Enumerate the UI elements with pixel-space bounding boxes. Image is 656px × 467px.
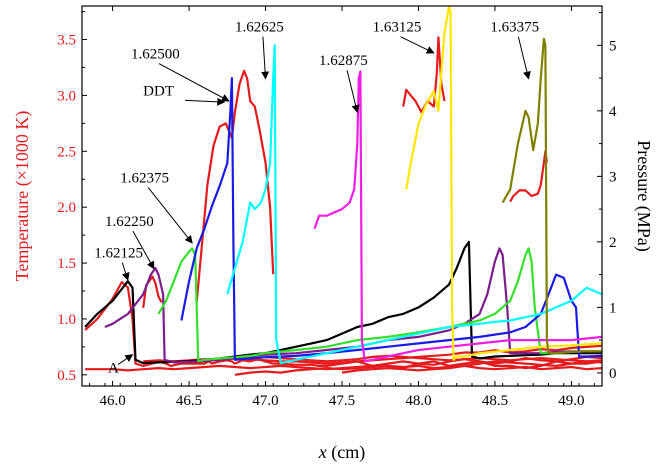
annotation-arrow-2 bbox=[147, 187, 193, 244]
series-line-13 bbox=[157, 247, 602, 363]
x-tick-label-6: 49.0 bbox=[558, 393, 584, 409]
series-line-17 bbox=[405, 6, 602, 361]
annotation-label-2: 1.62375 bbox=[120, 171, 169, 187]
y-right-tick-label-4: 4 bbox=[609, 104, 617, 120]
series-line-7 bbox=[142, 275, 163, 308]
series-line-18 bbox=[501, 37, 602, 355]
series-line-16 bbox=[313, 70, 602, 363]
annotation-arrow-1 bbox=[132, 230, 155, 270]
x-tick-label-2: 47.0 bbox=[252, 393, 278, 409]
series-line-5 bbox=[265, 354, 602, 364]
x-tick-label-1: 46.5 bbox=[176, 393, 202, 409]
x-axis-title: x (cm) bbox=[318, 442, 365, 463]
annotation-arrow-0 bbox=[121, 262, 130, 281]
x-axis-unit: (cm) bbox=[327, 442, 365, 463]
annotation-label-8: DDT bbox=[143, 83, 174, 99]
series-line-4 bbox=[234, 364, 602, 376]
annotation-label-3: 1.62500 bbox=[131, 47, 180, 63]
annotation-arrow-9 bbox=[117, 354, 134, 366]
annotation-arrow-7 bbox=[517, 36, 531, 80]
series-line-12 bbox=[104, 247, 602, 364]
series-layer bbox=[84, 6, 602, 376]
series-line-8 bbox=[195, 69, 275, 303]
annotation-label-0: 1.62125 bbox=[94, 245, 143, 261]
annotation-label-1: 1.62250 bbox=[105, 214, 154, 230]
annotation-label-5: 1.62875 bbox=[319, 53, 368, 69]
y-right-tick-label-1: 1 bbox=[609, 300, 617, 316]
y-left-tick-label-0: 0.5 bbox=[57, 368, 76, 384]
annotation-arrow-4 bbox=[261, 36, 270, 80]
x-tick-label-5: 48.5 bbox=[482, 393, 508, 409]
y-left-tick-label-1: 1.0 bbox=[57, 312, 76, 328]
x-tick-label-0: 46.0 bbox=[99, 393, 125, 409]
y-right-tick-label-2: 2 bbox=[609, 235, 617, 251]
annotations-layer: 1.62125 1.62250 1.62375 1.62500 1.62625 1.628… bbox=[94, 20, 539, 377]
series-line-10 bbox=[509, 150, 548, 203]
y-left-tick-label-5: 3.0 bbox=[57, 88, 76, 104]
annotation-label-6: 1.63125 bbox=[373, 20, 422, 36]
annotation-arrow-3 bbox=[158, 63, 230, 102]
y-right-tick-label-0: 0 bbox=[609, 366, 617, 382]
ticks-layer: 46.0 46.5 47.0 47.5 48.0 48.5 49.0 0.5 1.0 1.5 2.0… bbox=[57, 6, 617, 409]
y-right-tick-label-3: 3 bbox=[609, 169, 617, 185]
series-line-11 bbox=[84, 240, 602, 365]
x-tick-label-4: 48.0 bbox=[405, 393, 431, 409]
annotation-label-9: A bbox=[108, 361, 119, 377]
annotation-arrow-6 bbox=[400, 36, 435, 54]
right-axis-title: Pressure (MPa) bbox=[633, 140, 654, 251]
x-axis-variable: x bbox=[318, 442, 327, 462]
series-line-14 bbox=[180, 77, 602, 361]
y-left-tick-label-3: 2.0 bbox=[57, 200, 76, 216]
x-tick-label-3: 47.5 bbox=[329, 393, 355, 409]
annotation-label-4: 1.62625 bbox=[235, 20, 284, 36]
series-line-6 bbox=[341, 359, 602, 374]
y-left-tick-label-4: 2.5 bbox=[57, 144, 76, 160]
y-left-tick-label-2: 1.5 bbox=[57, 256, 76, 272]
y-left-tick-label-6: 3.5 bbox=[57, 33, 76, 49]
series-line-15 bbox=[226, 44, 602, 365]
left-axis-title: Temperature (×1000 K) bbox=[12, 111, 33, 282]
y-right-tick-label-5: 5 bbox=[609, 38, 617, 54]
annotation-arrow-5 bbox=[346, 70, 360, 114]
annotation-arrow-8 bbox=[185, 97, 226, 106]
annotation-label-7: 1.63375 bbox=[490, 20, 539, 36]
